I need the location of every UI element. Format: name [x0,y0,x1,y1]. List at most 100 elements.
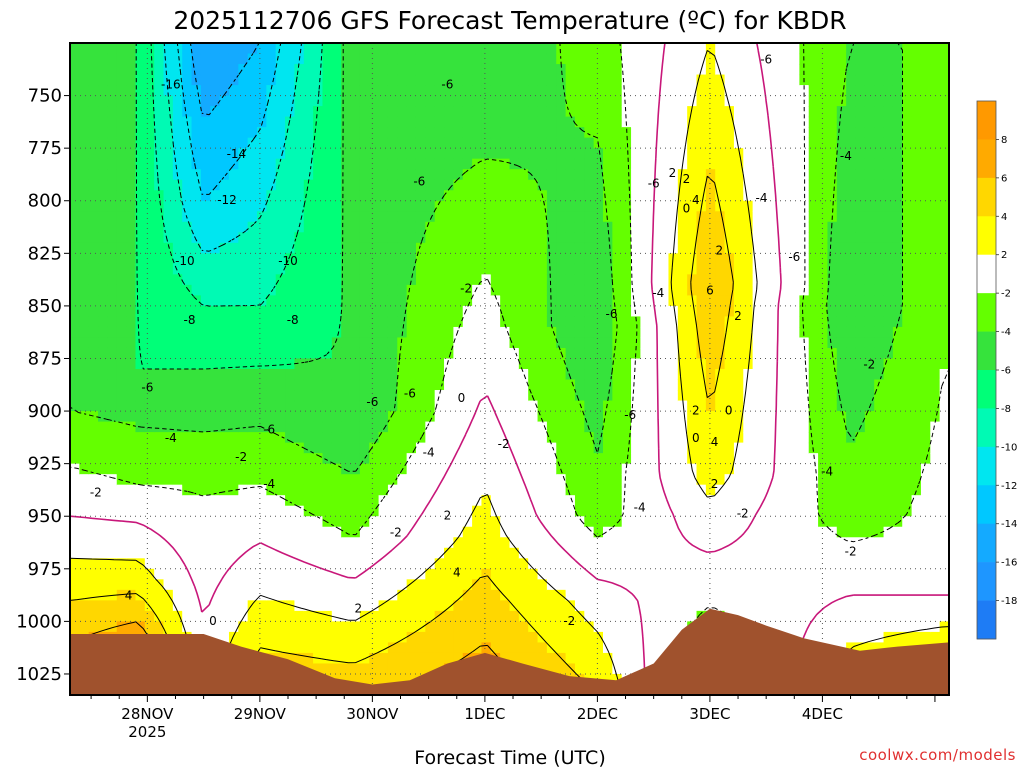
temperature-cell [341,358,352,370]
temperature-cell [98,53,108,65]
temperature-cell [724,274,735,286]
temperature-cell [556,442,567,454]
temperature-cell [621,85,632,97]
temperature-cell [247,200,258,212]
temperature-cell [369,432,380,444]
temperature-cell [659,263,670,275]
temperature-cell [415,179,426,191]
temperature-cell [247,495,258,507]
temperature-cell [780,589,791,601]
temperature-cell [247,85,258,97]
temperature-cell [322,505,333,517]
temperature-cell [406,600,417,612]
temperature-cell [144,400,155,412]
temperature-cell [574,400,585,412]
temperature-cell [350,53,361,65]
temperature-cell [472,421,483,433]
temperature-cell [444,610,454,622]
temperature-cell [238,295,249,307]
temperature-cell [434,127,445,139]
temperature-cell [238,179,249,191]
temperature-cell [378,305,389,318]
temperature-cell [612,190,623,202]
temperature-cell [182,95,193,107]
temperature-cell [565,579,576,591]
temperature-cell [79,579,90,591]
temperature-cell [677,242,688,254]
temperature-cell [415,148,426,160]
temperature-cell [275,85,286,97]
temperature-cell [210,600,221,612]
temperature-cell [359,190,370,202]
temperature-cell [518,53,529,65]
temperature-cell [518,400,529,412]
temperature-cell [743,610,754,622]
temperature-cell [603,95,613,107]
temperature-cell [247,558,258,570]
temperature-cell [341,158,352,170]
temperature-cell [640,43,651,55]
temperature-cell [341,474,352,486]
temperature-cell [546,137,557,149]
temperature-cell [369,537,380,549]
temperature-cell [135,64,146,76]
temperature-cell [378,526,389,538]
temperature-cell [724,463,735,475]
temperature-cell [537,169,548,181]
temperature-cell [79,432,90,444]
temperature-cell [818,242,829,254]
temperature-cell [200,137,211,149]
temperature-cell [733,568,744,580]
temperature-cell [565,379,576,391]
temperature-cell [574,316,585,328]
temperature-cell [677,505,688,517]
temperature-cell [425,106,436,118]
temperature-cell [761,347,772,360]
temperature-cell [518,390,529,402]
temperature-cell [434,453,445,465]
temperature-cell [191,463,202,475]
temperature-cell [724,295,735,307]
temperature-cell [818,326,829,339]
temperature-cell [705,421,716,433]
temperature-cell [659,242,670,254]
temperature-cell [462,495,473,507]
temperature-cell [696,295,707,307]
temperature-cell [556,326,567,339]
temperature-cell [472,274,483,286]
temperature-cell [556,106,567,118]
temperature-cell [322,495,333,507]
temperature-cell [696,242,707,254]
temperature-cell [369,169,380,181]
temperature-cell [116,369,127,381]
temperature-cell [98,116,108,128]
temperature-cell [182,169,193,181]
temperature-cell [631,642,642,654]
temperature-cell [425,190,436,202]
temperature-cell [668,463,679,475]
temperature-cell [743,379,754,391]
temperature-cell [144,74,155,86]
temperature-cell [350,474,361,486]
temperature-cell [556,179,567,191]
temperature-cell [275,474,286,486]
temperature-cell [752,369,763,381]
temperature-cell [752,284,763,296]
temperature-cell [612,43,623,55]
temperature-cell [79,453,90,465]
temperature-cell [490,284,501,296]
temperature-cell [387,421,398,433]
temperature-cell [546,200,557,212]
temperature-cell [687,505,698,517]
temperature-cell [818,211,829,223]
temperature-cell [154,148,165,160]
temperature-cell [490,326,501,339]
temperature-cell [98,337,108,349]
temperature-cell [126,53,137,65]
temperature-cell [509,526,520,538]
temperature-cell [668,305,679,318]
temperature-cell [453,305,464,318]
temperature-cell [574,589,585,601]
temperature-cell [472,284,483,296]
temperature-cell [126,211,137,223]
